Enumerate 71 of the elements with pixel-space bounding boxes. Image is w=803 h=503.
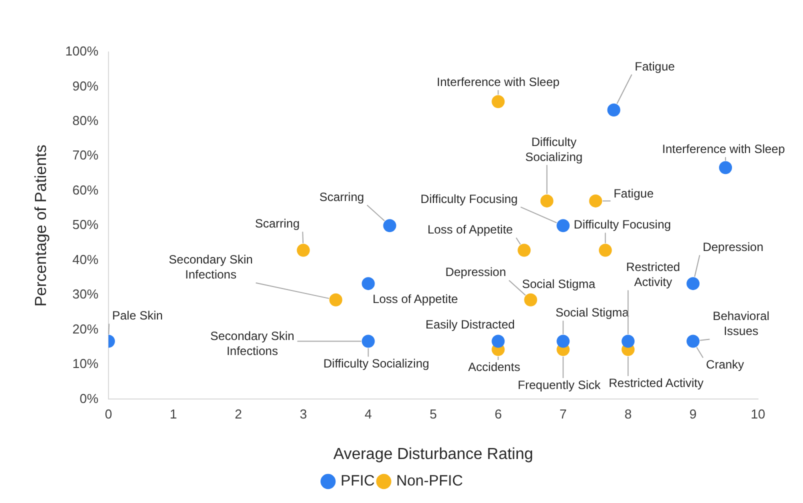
point xyxy=(362,334,375,348)
point xyxy=(524,293,538,306)
x-tick-label: 4 xyxy=(364,406,372,422)
point xyxy=(719,161,732,174)
annotation: Depression xyxy=(702,240,764,254)
point xyxy=(540,194,554,208)
y-tick-label: 10% xyxy=(72,356,99,372)
annotation: Scarring xyxy=(254,216,300,231)
y-tick-label: 40% xyxy=(72,252,99,267)
annotation: Fatigue xyxy=(634,59,676,74)
x-tick-label: 7 xyxy=(560,406,567,422)
x-tick-label: 5 xyxy=(430,406,437,422)
annotation: Secondary Skin Infections xyxy=(210,329,294,358)
annotation: Frequently Sick xyxy=(518,378,602,392)
annotation: Scarring xyxy=(319,190,364,204)
point xyxy=(492,334,505,348)
y-tick-label: 30% xyxy=(72,286,99,302)
x-tick-label: 9 xyxy=(689,406,697,422)
y-tick-label: 70% xyxy=(72,148,99,163)
y-tick-label: 20% xyxy=(72,321,99,336)
point xyxy=(622,334,635,348)
annotation: Fatigue xyxy=(614,186,654,200)
y-axis-title: Percentage of Patients xyxy=(33,144,50,307)
x-axis-title: Average Disturbance Rating xyxy=(333,446,534,463)
point xyxy=(598,244,612,257)
x-tick-label: 6 xyxy=(494,406,502,422)
annotation: Loss of Appetite xyxy=(372,292,458,306)
annotation: Difficulty Socializing xyxy=(323,356,430,371)
annotation: Accidents xyxy=(468,360,520,374)
annotation: Difficulty Focusing xyxy=(420,192,518,206)
x-tick-label: 1 xyxy=(170,406,178,422)
annotation: Restricted Activity xyxy=(626,260,680,290)
x-tick-label: 8 xyxy=(624,406,632,422)
legend-label: PFIC xyxy=(340,472,375,490)
point xyxy=(589,194,602,208)
annotation: Pale Skin xyxy=(112,308,163,323)
annotation: Difficulty Focusing xyxy=(574,218,671,232)
point xyxy=(556,219,570,232)
point xyxy=(296,244,310,257)
point xyxy=(518,244,531,257)
x-tick-label: 3 xyxy=(300,406,307,422)
annotation: Interference with Sleep xyxy=(662,142,786,156)
annotation: Behavioral Issues xyxy=(712,309,770,338)
point xyxy=(607,103,620,116)
y-tick-label: 90% xyxy=(72,78,99,94)
point xyxy=(556,334,570,348)
point xyxy=(686,277,700,290)
y-tick-label: 0% xyxy=(80,390,99,406)
annotation: Secondary Skin Infections xyxy=(168,252,253,282)
annotation: Easily Distracted xyxy=(425,318,515,332)
point xyxy=(329,293,342,306)
annotation: Depression xyxy=(445,265,506,280)
x-tick-label: 10 xyxy=(750,406,766,422)
point xyxy=(383,219,396,232)
y-tick-label: 50% xyxy=(72,217,99,232)
x-tick-label: 2 xyxy=(234,406,242,422)
point xyxy=(686,334,700,348)
legend-label: Non-PFIC xyxy=(396,472,464,490)
y-tick-label: 80% xyxy=(72,113,99,128)
x-tick-label: 0 xyxy=(104,406,112,422)
point xyxy=(362,277,375,290)
annotation: Loss of Appetite xyxy=(427,222,514,237)
annotation: Difficulty Socializing xyxy=(525,134,583,164)
annotation: Social Stigma xyxy=(555,306,630,320)
annotation: Restricted Activity xyxy=(608,376,704,390)
annotation: Cranky xyxy=(706,358,744,372)
y-tick-label: 100% xyxy=(65,44,99,59)
annotation: Interference with Sleep xyxy=(436,74,560,89)
y-tick-label: 60% xyxy=(72,182,99,198)
point xyxy=(492,95,505,108)
annotation: Social Stigma xyxy=(522,277,596,292)
